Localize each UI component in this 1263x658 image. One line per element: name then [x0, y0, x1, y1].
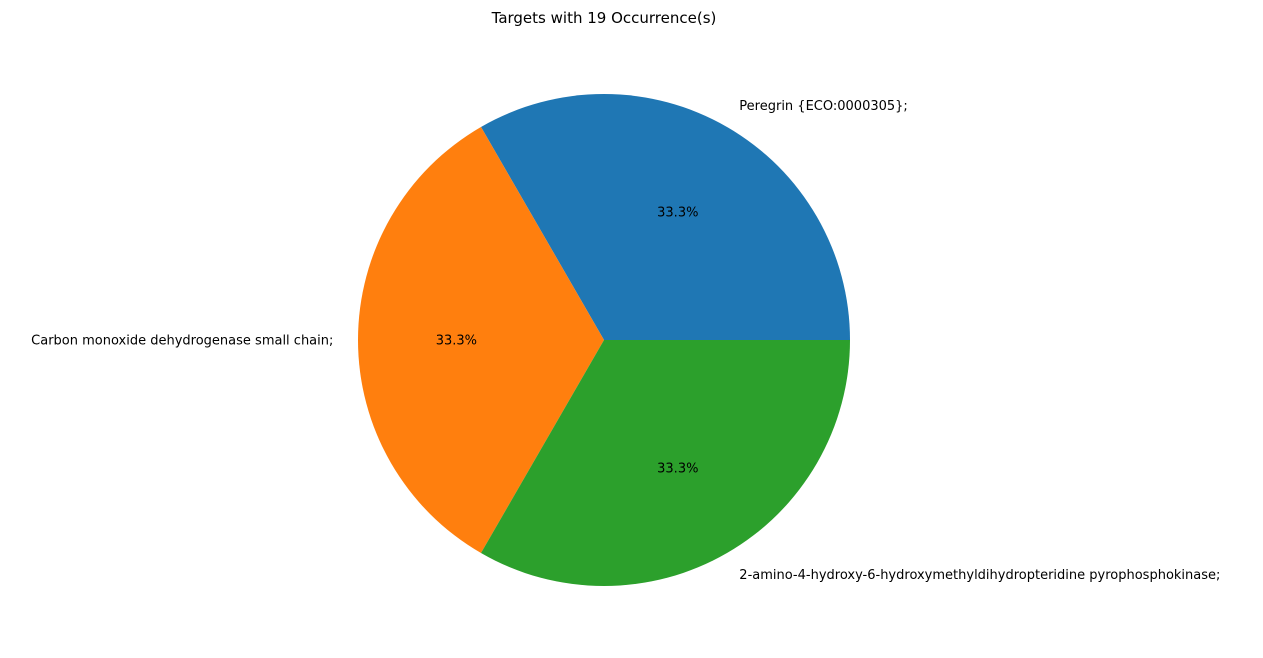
pie-slice-percent-1: 33.3%	[436, 334, 477, 349]
pie-slice-label-2: 2-amino-4-hydroxy-6-hydroxymethyldihydro…	[739, 568, 1220, 583]
pie-labels: 33.3% Peregrin {ECO:0000305}; 33.3% Carbon …	[31, 99, 1220, 583]
pie-slices	[358, 94, 850, 586]
pie-slice-label-1: Carbon monoxide dehydrogenase small chai…	[31, 334, 333, 349]
pie-slice-percent-0: 33.3%	[657, 206, 698, 221]
pie-slice-label-0: Peregrin {ECO:0000305};	[739, 99, 908, 114]
pie-slice-percent-2: 33.3%	[657, 461, 698, 476]
chart-title: Targets with 19 Occurrence(s)	[491, 9, 717, 27]
pie-slice-0	[481, 94, 850, 340]
pie-slice-2	[481, 340, 850, 586]
